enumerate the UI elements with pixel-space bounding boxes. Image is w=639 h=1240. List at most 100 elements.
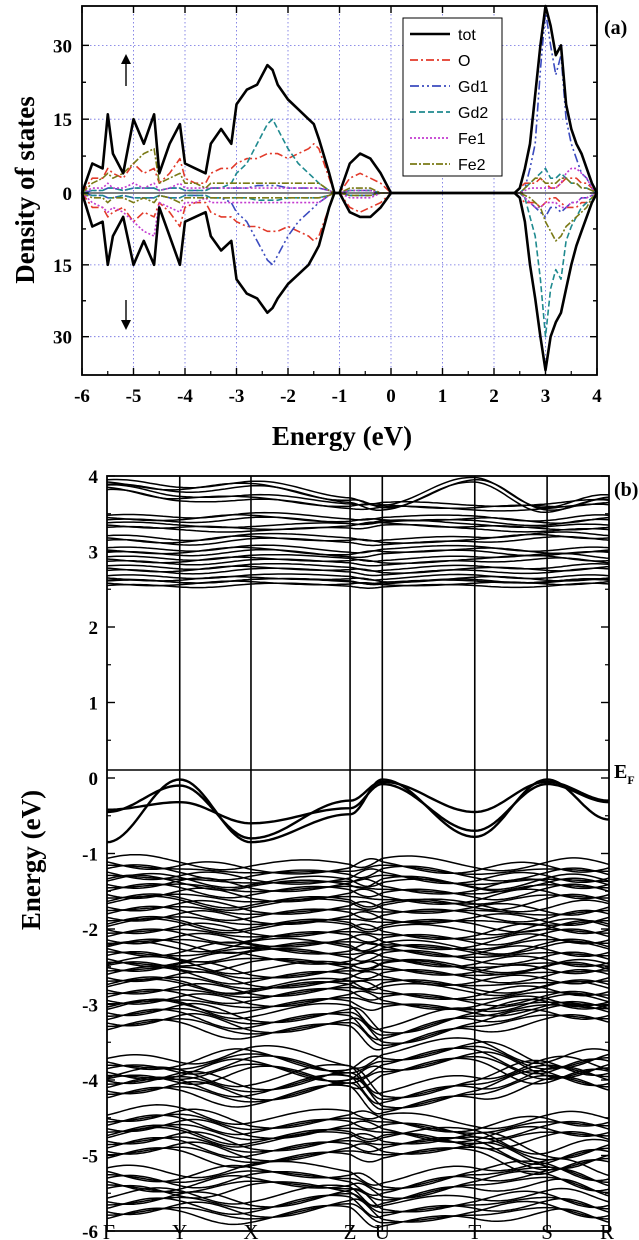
band-line-valence [107,996,610,1011]
dos-series-fe1-down [81,192,598,237]
band-line-valence [106,1168,610,1197]
band-line-valence [106,1055,610,1095]
band-line-valence [106,1069,610,1109]
band-line-valence [106,998,610,1017]
band-y-tick-label: 1 [89,694,99,715]
band-line-valence [107,1045,610,1074]
band-line-valence [106,980,610,1001]
band-line-valence [106,1037,610,1069]
legend-label-gd1: Gd1 [458,79,488,96]
band-line-conduction [106,567,610,577]
spin-down-arrow [121,300,131,330]
band-line-valence [106,1114,610,1140]
dos-x-tick-labels: -6 -5 -4 -3 -2 -1 0 1 2 3 4 [74,386,602,407]
band-line-valence [106,928,610,946]
band-line-valence [106,1136,610,1161]
band-line-conduction [106,565,610,574]
dos-legend: tot O Gd1 Gd2 Fe1 Fe2 [402,17,503,177]
band-line-valence [107,864,609,876]
dos-y-tick-label: 15 [53,110,72,131]
band-line-valence [106,990,610,1011]
band-line-valence [106,899,610,916]
band-line-conduction [106,573,610,581]
legend-label-o: O [458,53,470,70]
band-line-valence [106,853,610,872]
dos-curves [80,4,599,372]
band-y-tick-label: -3 [82,996,98,1017]
band-line-valence [106,1014,610,1051]
band-line-conduction [106,552,610,563]
dos-x-tick-label: 4 [592,386,602,407]
band-line-conduction [106,523,610,533]
panel-label-a: (a) [604,17,627,39]
band-line-conduction [106,519,610,529]
dos-y-tick-label: 15 [53,256,72,277]
band-line-valence [106,970,610,989]
legend-label-fe1: Fe1 [458,131,486,148]
dos-x-tick-label: -6 [74,386,90,407]
spin-up-arrow [121,54,131,86]
band-line-valence [107,916,609,926]
band-line-conduction [106,531,610,542]
band-line-valence [107,1074,610,1111]
band-line-valence [107,1166,610,1191]
band-y-tick-label: 4 [89,467,99,488]
band-y-tick-label: 2 [89,618,99,639]
band-line-valence [106,1059,610,1099]
fermi-level-label: EF [614,761,635,787]
band-lines [106,476,610,1229]
dos-series-o-up [81,143,598,194]
band-line-valence [106,960,610,979]
band-line-valence [106,883,610,901]
band-line-valence [106,868,610,885]
band-line-valence [106,1204,610,1229]
band-line-valence [106,1192,609,1214]
kpoint-label: X [243,1220,258,1240]
dos-x-tick-label: 1 [438,386,448,407]
band-line-valence [106,1008,610,1044]
band-line-valence [106,1170,610,1200]
band-line-valence [106,864,610,882]
dos-y-tick-label: 30 [53,36,72,57]
kpoint-label: Γ [103,1220,115,1240]
band-line-conduction [106,557,610,567]
band-y-tick-label: -5 [82,1147,98,1168]
dos-x-tick-label: -2 [280,386,296,407]
kpoint-label: R [600,1220,614,1240]
band-line-valence [106,1076,610,1115]
band-line-valence [107,966,609,980]
band-line-valence [106,1126,610,1155]
band-line-valence [106,987,610,1007]
dos-series-tot-up [80,4,599,195]
band-line-valence_top [106,780,609,840]
band-line-valence [107,947,609,959]
band-line-valence [106,937,610,955]
band-line-valence_top [107,782,610,833]
band-line-valence [107,1004,610,1036]
dos-x-tick-label: 0 [386,386,396,407]
band-line-valence [106,910,610,927]
kpoint-label: U [375,1220,390,1240]
dos-x-tick-label: -4 [177,386,193,407]
band-line-valence [106,1041,610,1072]
band-line-valence [106,928,610,940]
band-line-valence [106,998,610,1034]
band-line-valence [107,1203,609,1224]
band-line-valence [106,941,610,958]
dos-series-fe2-up [81,147,598,194]
band-line-valence [106,1198,610,1223]
band-line-valence [107,905,609,916]
band-line-valence [106,1184,610,1208]
band-line-valence [106,1160,610,1189]
band-line-valence [106,922,610,941]
dos-x-tick-label: -5 [126,386,142,407]
dos-panel: -6 -5 -4 -3 -2 -1 0 1 2 3 4 0 15 30 15 30 tot O Gd1 Gd2 Fe… [10,4,627,451]
band-line-valence [106,1104,610,1130]
dos-x-axis-label: Energy (eV) [272,421,412,451]
band-line-valence [107,938,609,951]
band-y-axis-label: Energy (eV) [16,790,46,930]
band-line-conduction [106,577,610,585]
band-line-valence [106,1118,610,1143]
band-line-valence [106,905,610,923]
